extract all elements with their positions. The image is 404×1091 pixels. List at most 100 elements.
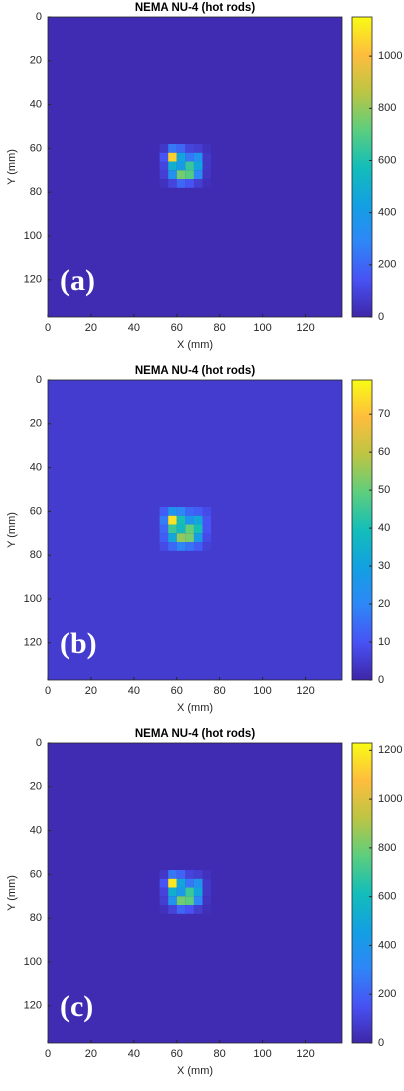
heatmap-cell: [176, 515, 186, 525]
y-tick-label: 120: [24, 1000, 42, 1012]
y-axis-label: Y (mm): [6, 149, 18, 185]
y-tick-label: 0: [36, 11, 42, 23]
heatmap-cell: [159, 878, 169, 888]
y-tick-label: 0: [36, 374, 42, 386]
plot-frame: [47, 379, 343, 681]
heatmap-cell: [159, 170, 169, 180]
x-tick-label: 0: [45, 685, 51, 697]
panel-label: (a): [60, 264, 95, 297]
heatmap-cell: [168, 179, 177, 188]
y-tick-label: 80: [30, 912, 42, 924]
heatmap-cell: [185, 515, 194, 525]
x-tick-label: 100: [253, 685, 271, 697]
y-tick-label: 0: [36, 737, 42, 749]
x-tick-label: 120: [296, 1048, 314, 1060]
colorbar-tick-label: 600: [378, 154, 396, 166]
y-tick-label: 80: [30, 549, 42, 561]
heatmap-cell: [176, 878, 186, 888]
colorbar-tick-label: 800: [378, 102, 396, 114]
x-tick-label: 60: [171, 1048, 183, 1060]
heatmap-cell: [176, 170, 186, 180]
x-tick-label: 100: [253, 1048, 271, 1060]
heatmap-cell: [168, 905, 177, 914]
heatmap-cell: [185, 170, 194, 180]
colorbar-tick-label: 1200: [378, 744, 402, 756]
x-tick-label: 20: [85, 1048, 97, 1060]
heatmap-cell: [185, 144, 194, 153]
heatmap-cell: [159, 161, 169, 171]
colorbar-tick-label: 0: [378, 1037, 384, 1049]
heatmap-cell: [185, 524, 194, 534]
y-tick-label: 20: [30, 418, 42, 430]
colorbar: [351, 16, 373, 318]
heatmap-cell: [193, 878, 203, 888]
heatmap-cell: [185, 887, 194, 897]
heatmap-cell: [159, 507, 169, 516]
y-tick-label: 80: [30, 186, 42, 198]
y-tick-label: 40: [30, 98, 42, 110]
heatmap-cell: [185, 507, 194, 516]
heatmap-cell: [176, 152, 186, 162]
heatmap-cell: [168, 515, 177, 525]
heatmap-cell: [185, 533, 194, 543]
heatmap-cell: [159, 870, 169, 879]
heatmap-cell: [168, 896, 177, 906]
heatmap-cell: [159, 179, 169, 188]
heatmap-cell: [202, 905, 212, 914]
heatmap-cell: [185, 878, 194, 888]
heatmap-cell: [176, 905, 186, 914]
chart-title: NEMA NU-4 (hot rods): [135, 365, 255, 377]
heatmap-cell: [202, 533, 212, 543]
heatmap-cell: [193, 905, 203, 914]
colorbar-tick-label: 1000: [378, 793, 402, 805]
y-axis-label: Y (mm): [6, 512, 18, 548]
heatmap-cell: [193, 896, 203, 906]
plot-frame: [47, 16, 343, 318]
heatmap-cell: [159, 887, 169, 897]
heatmap-cell: [168, 524, 177, 534]
colorbar-tick-label: 40: [378, 522, 390, 534]
colorbar-tick-label: 0: [378, 311, 384, 323]
y-axis-label: Y (mm): [6, 875, 18, 911]
y-tick-label: 100: [24, 593, 42, 605]
y-tick-label: 100: [24, 230, 42, 242]
x-tick-label: 120: [296, 685, 314, 697]
colorbar-tick-label: 20: [378, 598, 390, 610]
chart-title: NEMA NU-4 (hot rods): [135, 728, 255, 740]
heatmap-cell: [168, 507, 177, 516]
colorbar-tick-label: 400: [378, 939, 396, 951]
heatmap-cell: [202, 152, 212, 162]
heatmap-cell: [202, 878, 212, 888]
heatmap-cell: [193, 170, 203, 180]
y-tick-label: 20: [30, 781, 42, 793]
heatmap-cell: [159, 515, 169, 525]
colorbar-tick-label: 800: [378, 842, 396, 854]
x-axis-label: X (mm): [177, 1065, 213, 1077]
heatmap-cell: [176, 179, 186, 188]
y-tick-label: 60: [30, 868, 42, 880]
heatmap-cell: [202, 515, 212, 525]
heatmap-cell: [176, 870, 186, 879]
heatmap-cell: [193, 179, 203, 188]
plot-frame: [47, 742, 343, 1044]
heatmap-cell: [202, 524, 212, 534]
heatmap-cell: [176, 896, 186, 906]
heatmap-cell: [176, 524, 186, 534]
heatmap-cell: [168, 144, 177, 153]
heatmap-cell: [185, 896, 194, 906]
x-tick-label: 40: [128, 1048, 140, 1060]
y-tick-label: 100: [24, 956, 42, 968]
heatmap-cell: [185, 152, 194, 162]
heatmap-cell: [202, 179, 212, 188]
heatmap-cell: [202, 144, 212, 153]
x-tick-label: 80: [214, 685, 226, 697]
x-tick-label: 40: [128, 322, 140, 334]
heatmap-cell: [193, 533, 203, 543]
heatmap-cell: [202, 161, 212, 171]
heatmap-cell: [168, 152, 177, 162]
heatmap-cell: [185, 161, 194, 171]
panel-label: (b): [60, 627, 97, 660]
heatmap-cell: [168, 870, 177, 879]
heatmap-cell: [176, 542, 186, 551]
